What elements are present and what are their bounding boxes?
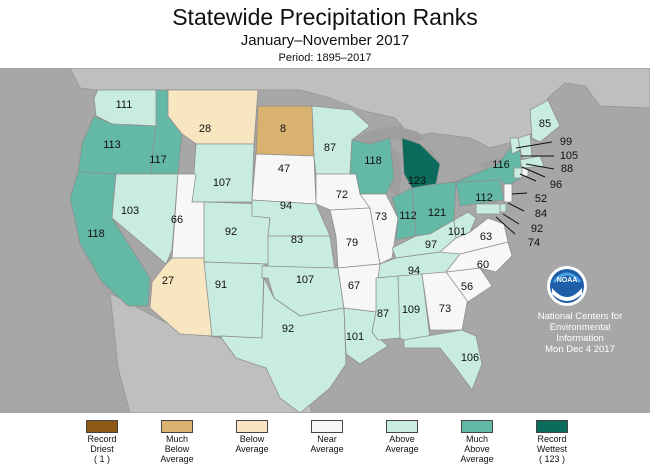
lake-ontario — [480, 158, 500, 168]
state-rank-az: 27 — [162, 275, 174, 287]
legend-label-much-above: Much Above Average — [460, 434, 494, 464]
state-rank-ut: 66 — [171, 214, 183, 226]
state-rank-ga: 73 — [439, 303, 451, 315]
state-wy — [191, 143, 255, 203]
legend-label-near: Near Average — [310, 434, 344, 454]
state-rank-il: 73 — [375, 211, 387, 223]
state-rank-de: 84 — [535, 208, 547, 220]
state-il — [359, 193, 399, 265]
state-me — [529, 99, 561, 143]
state-rank-ny: 116 — [492, 159, 510, 171]
state-rank-me: 85 — [539, 118, 551, 130]
state-rank-co: 92 — [225, 226, 237, 238]
state-rank-mn: 87 — [324, 142, 336, 154]
state-nj — [503, 183, 513, 203]
state-rank-or: 113 — [103, 139, 121, 151]
state-rank-nm: 91 — [215, 279, 227, 291]
state-rank-nc: 60 — [477, 259, 489, 271]
legend-swatch-much-below — [161, 420, 193, 433]
state-nv — [111, 173, 179, 265]
state-rank-sc: 56 — [461, 281, 473, 293]
state-rank-sd: 47 — [278, 163, 290, 175]
state-wv — [453, 211, 477, 239]
state-rank-wi: 118 — [364, 155, 382, 167]
state-rank-tn: 94 — [408, 265, 420, 277]
legend-swatch-record-wettest — [536, 420, 568, 433]
state-rank-ri: 74 — [528, 237, 540, 249]
state-rank-nj: 52 — [535, 193, 547, 205]
state-rank-nh: 105 — [560, 150, 578, 162]
state-rank-ky: 97 — [425, 239, 437, 251]
state-rank-al: 109 — [402, 304, 420, 316]
precipitation-map: 111 113 118 117 103 28 107 66 27 92 91 8 47 94 83 107 92… — [0, 68, 650, 413]
state-rank-ok: 107 — [296, 274, 314, 286]
state-rank-ks: 83 — [291, 234, 303, 246]
state-rank-tx: 92 — [282, 323, 294, 335]
legend-swatch-near — [311, 420, 343, 433]
state-rank-ne: 94 — [280, 200, 292, 212]
state-rank-pa: 112 — [475, 192, 493, 204]
state-tx — [219, 277, 347, 413]
legend-swatch-record-driest — [86, 420, 118, 433]
map-subtitle: January–November 2017 — [240, 32, 410, 49]
state-rank-oh: 121 — [428, 207, 446, 219]
state-rank-wa: 111 — [116, 99, 133, 111]
credit-date: Mon Dec 4 2017 — [545, 344, 615, 355]
canada-region — [69, 68, 650, 149]
state-rank-in: 112 — [399, 210, 417, 222]
credit-line2: Environmental — [549, 322, 611, 333]
state-rank-wv: 101 — [448, 226, 466, 238]
state-rank-va: 63 — [480, 231, 492, 243]
legend-label-record-wettest: Record Wettest( 123 ) — [536, 434, 568, 464]
state-rank-mo: 79 — [346, 237, 358, 249]
legend-swatch-below — [236, 420, 268, 433]
state-rank-ia: 72 — [336, 189, 348, 201]
state-rank-vt: 99 — [560, 136, 572, 148]
state-rank-ct: 96 — [550, 179, 562, 191]
period-label: Period: 1895–2017 — [278, 52, 372, 64]
state-ma — [519, 155, 545, 169]
map-title: Statewide Precipitation Ranks — [172, 4, 478, 30]
legend-swatch-above — [386, 420, 418, 433]
noaa-logo-text: NOAA — [557, 277, 578, 284]
legend-label-above: Above Average — [385, 434, 419, 454]
state-rank-ar: 67 — [348, 280, 360, 292]
state-nm — [203, 261, 265, 339]
legend-swatch-much-above — [461, 420, 493, 433]
noaa-logo: NOAA — [547, 266, 587, 306]
state-ri — [521, 167, 529, 177]
leader-lines — [495, 141, 555, 235]
state-rank-fl: 106 — [461, 352, 479, 364]
legend-label-below: Below Average — [235, 434, 269, 454]
state-rank-wy: 107 — [213, 177, 231, 189]
credit-line3: Information — [556, 333, 604, 344]
state-rank-ma: 88 — [561, 163, 573, 175]
credit-block: National Centers for Environmental Infor… — [520, 311, 640, 355]
state-ct — [513, 167, 523, 179]
state-fl — [403, 329, 483, 391]
state-md — [475, 203, 501, 215]
state-de — [499, 203, 507, 213]
state-rank-nv: 103 — [121, 205, 139, 217]
state-in — [391, 187, 417, 241]
state-rank-la: 101 — [346, 331, 364, 343]
state-rank-ca: 118 — [87, 228, 105, 240]
state-sd — [251, 153, 317, 205]
state-rank-md: 92 — [531, 223, 543, 235]
legend-label-much-below: Much Below Average — [160, 434, 194, 464]
state-rank-nd: 8 — [280, 123, 286, 135]
state-rank-ms: 87 — [377, 308, 389, 320]
state-rank-id: 117 — [149, 154, 167, 166]
state-rank-mi: 123 — [408, 175, 426, 187]
state-rank-mt: 28 — [199, 123, 211, 135]
credit-line1: National Centers for — [537, 311, 623, 322]
legend-label-record-driest: Record Driest( 1 ) — [87, 434, 117, 464]
